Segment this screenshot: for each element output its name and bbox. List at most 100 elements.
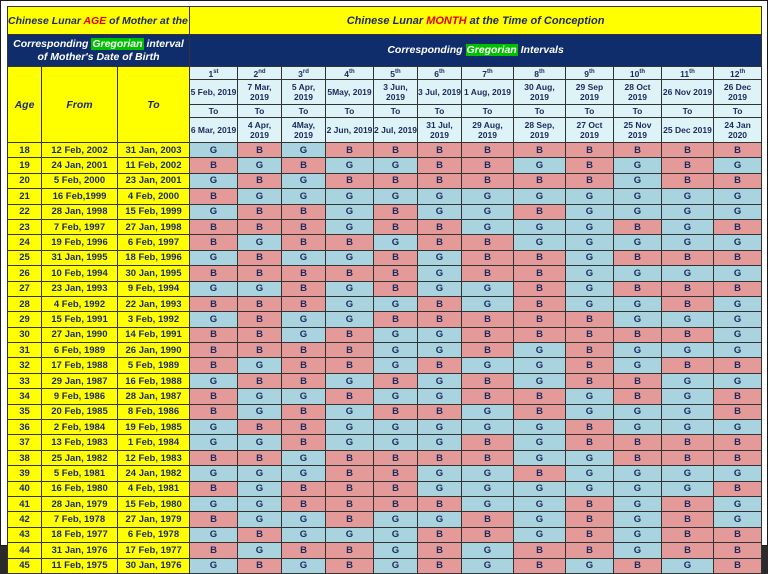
girl-prediction-cell: G bbox=[513, 218, 566, 236]
boy-prediction-cell: B bbox=[281, 372, 326, 390]
month-start-date: 5 Feb, 2019 bbox=[189, 79, 238, 105]
boy-prediction-cell: B bbox=[461, 141, 514, 159]
boy-prediction-cell: B bbox=[325, 342, 374, 359]
girl-prediction-cell: G bbox=[189, 280, 238, 297]
month-end-date: 27 Oct 2019 bbox=[565, 117, 614, 143]
girl-prediction-cell: G bbox=[417, 480, 462, 497]
boy-prediction-cell: B bbox=[513, 265, 566, 282]
girl-prediction-cell: G bbox=[613, 526, 662, 544]
boy-prediction-cell: B bbox=[565, 311, 614, 328]
month-end-date: 25 Nov 2019 bbox=[613, 117, 662, 143]
boy-prediction-cell: B bbox=[417, 141, 462, 159]
mother-age-cell: 33 bbox=[7, 372, 42, 390]
girl-prediction-cell: G bbox=[513, 372, 566, 390]
boy-prediction-cell: B bbox=[325, 511, 374, 528]
girl-prediction-cell: G bbox=[325, 295, 374, 313]
month-number: 12th bbox=[712, 66, 763, 80]
girl-prediction-cell: G bbox=[661, 388, 714, 405]
gregorian-birth-interval-header: Corresponding Gregorian interval of Moth… bbox=[7, 34, 190, 67]
from-date-cell: 23 Jan, 1993 bbox=[41, 280, 118, 297]
girl-prediction-cell: G bbox=[613, 157, 662, 174]
mother-age-cell: 41 bbox=[7, 495, 42, 513]
girl-prediction-cell: G bbox=[565, 557, 614, 574]
girl-prediction-cell: G bbox=[373, 342, 418, 359]
girl-prediction-cell: G bbox=[237, 280, 282, 297]
boy-prediction-cell: B bbox=[237, 372, 282, 390]
boy-prediction-cell: B bbox=[613, 249, 662, 267]
girl-prediction-cell: G bbox=[661, 557, 714, 574]
girl-prediction-cell: G bbox=[325, 203, 374, 220]
boy-prediction-cell: B bbox=[281, 542, 326, 559]
girl-prediction-cell: G bbox=[373, 357, 418, 374]
girl-prediction-cell: G bbox=[237, 465, 282, 482]
boy-prediction-cell: B bbox=[189, 295, 238, 313]
mother-age-cell: 31 bbox=[7, 342, 42, 359]
girl-prediction-cell: G bbox=[513, 480, 566, 497]
boy-prediction-cell: B bbox=[281, 342, 326, 359]
mother-age-cell: 20 bbox=[7, 172, 42, 190]
girl-prediction-cell: G bbox=[373, 295, 418, 313]
boy-prediction-cell: B bbox=[513, 295, 566, 313]
boy-prediction-cell: B bbox=[373, 403, 418, 421]
boy-prediction-cell: B bbox=[189, 388, 238, 405]
mother-age-cell: 22 bbox=[7, 203, 42, 220]
girl-prediction-cell: G bbox=[661, 465, 714, 482]
mother-age-cell: 28 bbox=[7, 295, 42, 313]
mother-age-cell: 43 bbox=[7, 526, 42, 544]
boy-prediction-cell: B bbox=[281, 403, 326, 421]
boy-prediction-cell: B bbox=[325, 449, 374, 467]
girl-prediction-cell: G bbox=[373, 388, 418, 405]
to-date-cell: 6 Feb, 1997 bbox=[117, 234, 190, 251]
month-number: 11th bbox=[661, 66, 714, 80]
girl-prediction-cell: G bbox=[513, 342, 566, 359]
girl-prediction-cell: G bbox=[565, 265, 614, 282]
from-date-cell: 6 Feb, 1989 bbox=[41, 342, 118, 359]
boy-prediction-cell: B bbox=[373, 265, 418, 282]
table-row: 40 16 Feb, 1980 4 Feb, 1981 B G B B B G G G G G G B bbox=[7, 480, 763, 497]
girl-prediction-cell: G bbox=[461, 495, 514, 513]
boy-prediction-cell: B bbox=[712, 526, 763, 544]
girl-prediction-cell: G bbox=[189, 434, 238, 451]
boy-prediction-cell: B bbox=[325, 265, 374, 282]
girl-prediction-cell: G bbox=[237, 388, 282, 405]
month-number: 3rd bbox=[281, 66, 326, 80]
to-date-cell: 27 Jan, 1998 bbox=[117, 218, 190, 236]
girl-prediction-cell: G bbox=[661, 419, 714, 436]
girl-prediction-cell: G bbox=[513, 511, 566, 528]
boy-prediction-cell: B bbox=[461, 526, 514, 544]
girl-prediction-cell: G bbox=[237, 234, 282, 251]
boy-prediction-cell: B bbox=[417, 495, 462, 513]
girl-prediction-cell: G bbox=[513, 419, 566, 436]
boy-prediction-cell: B bbox=[513, 326, 566, 344]
boy-prediction-cell: B bbox=[565, 141, 614, 159]
boy-prediction-cell: B bbox=[281, 495, 326, 513]
boy-prediction-cell: B bbox=[373, 495, 418, 513]
boy-prediction-cell: B bbox=[237, 342, 282, 359]
boy-prediction-cell: B bbox=[661, 141, 714, 159]
girl-prediction-cell: G bbox=[613, 188, 662, 205]
to-date-cell: 16 Feb, 1988 bbox=[117, 372, 190, 390]
from-date-cell: 18 Feb, 1977 bbox=[41, 526, 118, 544]
girl-prediction-cell: G bbox=[565, 295, 614, 313]
girl-prediction-cell: G bbox=[417, 188, 462, 205]
month-start-date: 30 Aug, 2019 bbox=[513, 79, 566, 105]
month-number: 1st bbox=[189, 66, 238, 80]
boy-prediction-cell: B bbox=[661, 542, 714, 559]
boy-prediction-cell: B bbox=[712, 388, 763, 405]
lunar-month-title: Chinese Lunar MONTH at the Time of Conce… bbox=[188, 6, 763, 35]
to-date-cell: 12 Feb, 1983 bbox=[117, 449, 190, 467]
to-date-cell: 8 Feb, 1986 bbox=[117, 403, 190, 421]
girl-prediction-cell: G bbox=[461, 557, 514, 574]
boy-prediction-cell: B bbox=[461, 234, 514, 251]
boy-prediction-cell: B bbox=[513, 403, 566, 421]
boy-prediction-cell: B bbox=[281, 234, 326, 251]
to-date-cell: 6 Feb, 1978 bbox=[117, 526, 190, 544]
boy-prediction-cell: B bbox=[712, 542, 763, 559]
to-date-cell: 31 Jan, 2003 bbox=[117, 141, 190, 159]
boy-prediction-cell: B bbox=[189, 342, 238, 359]
girl-prediction-cell: G bbox=[325, 434, 374, 451]
boy-prediction-cell: B bbox=[513, 249, 566, 267]
girl-prediction-cell: G bbox=[417, 434, 462, 451]
boy-prediction-cell: B bbox=[189, 480, 238, 497]
girl-prediction-cell: G bbox=[189, 172, 238, 190]
